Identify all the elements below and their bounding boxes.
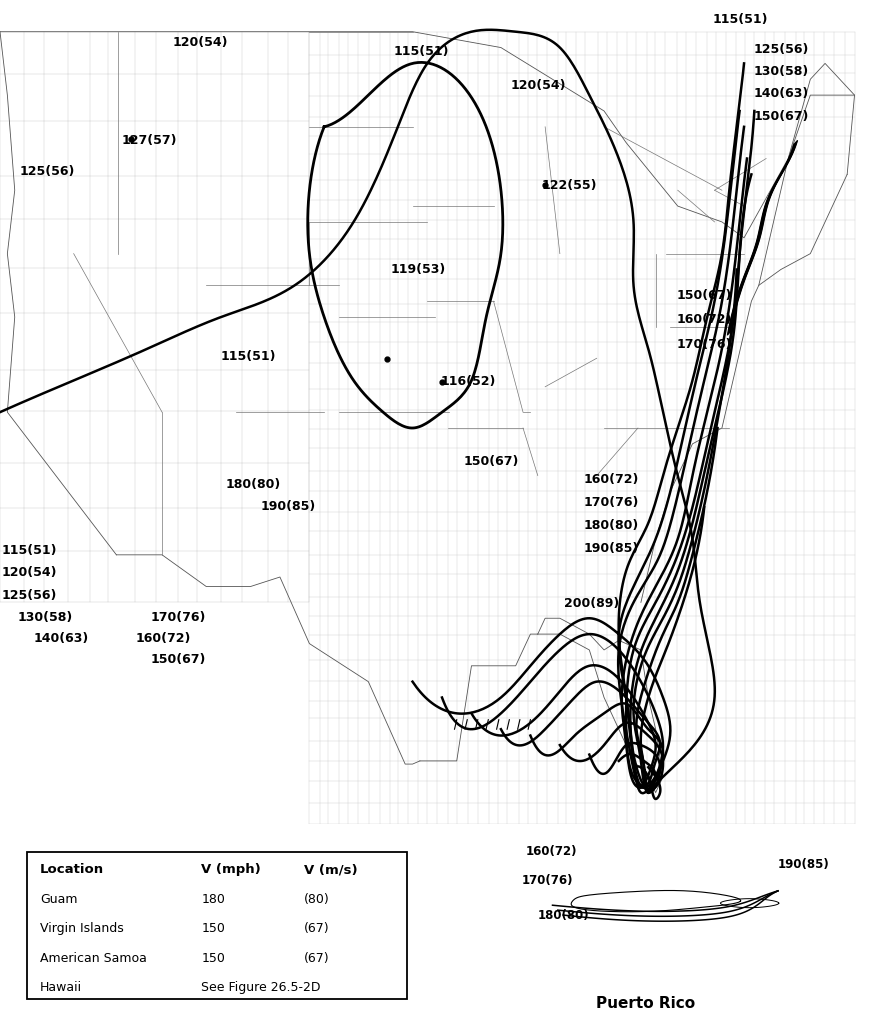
Text: 119(53): 119(53) xyxy=(391,263,446,276)
Text: 150(67): 150(67) xyxy=(150,653,206,666)
Text: 160(72): 160(72) xyxy=(135,633,191,645)
Text: See Figure 26.5-2D: See Figure 26.5-2D xyxy=(202,981,321,994)
Text: V (mph): V (mph) xyxy=(202,863,261,877)
Text: American Samoa: American Samoa xyxy=(40,951,147,965)
Text: 122(55): 122(55) xyxy=(542,179,598,191)
Text: 150(67): 150(67) xyxy=(753,110,809,123)
Text: 190(85): 190(85) xyxy=(261,501,316,513)
Text: Hawaii: Hawaii xyxy=(40,981,82,994)
Text: 180(80): 180(80) xyxy=(225,478,281,492)
Text: 150: 150 xyxy=(202,951,225,965)
Text: 160(72): 160(72) xyxy=(583,473,639,486)
Text: (67): (67) xyxy=(304,951,330,965)
Text: 115(51): 115(51) xyxy=(221,350,277,364)
Text: V (m/s): V (m/s) xyxy=(304,863,358,877)
Text: 200(89): 200(89) xyxy=(564,597,620,610)
Text: 127(57): 127(57) xyxy=(122,134,178,146)
Text: Location: Location xyxy=(40,863,104,877)
Text: Virgin Islands: Virgin Islands xyxy=(40,923,124,935)
Text: 120(54): 120(54) xyxy=(172,37,228,49)
Text: 140(63): 140(63) xyxy=(34,633,89,645)
Text: 160(72): 160(72) xyxy=(676,312,732,326)
Text: 170(76): 170(76) xyxy=(676,338,732,351)
Text: 130(58): 130(58) xyxy=(18,611,73,624)
Text: 150(67): 150(67) xyxy=(676,290,732,302)
Text: 130(58): 130(58) xyxy=(753,66,809,78)
Text: 115(51): 115(51) xyxy=(713,13,768,27)
Text: 125(56): 125(56) xyxy=(19,165,75,178)
Text: 115(51): 115(51) xyxy=(393,45,449,57)
Text: 120(54): 120(54) xyxy=(2,566,57,580)
Text: Guam: Guam xyxy=(40,893,77,905)
Text: 120(54): 120(54) xyxy=(510,79,566,92)
Text: 115(51): 115(51) xyxy=(2,544,57,557)
Text: 180: 180 xyxy=(202,893,225,905)
Text: (67): (67) xyxy=(304,923,330,935)
Text: (80): (80) xyxy=(304,893,330,905)
Text: 116(52): 116(52) xyxy=(440,375,496,388)
Text: 150(67): 150(67) xyxy=(463,455,519,468)
Text: 150: 150 xyxy=(202,923,225,935)
Text: 125(56): 125(56) xyxy=(2,589,57,602)
Text: 125(56): 125(56) xyxy=(753,43,809,56)
Text: 180(80): 180(80) xyxy=(537,909,589,922)
Text: 170(76): 170(76) xyxy=(522,874,573,887)
Text: 160(72): 160(72) xyxy=(526,846,577,858)
Text: Puerto Rico: Puerto Rico xyxy=(596,996,695,1011)
Text: 190(85): 190(85) xyxy=(778,858,830,870)
Text: 190(85): 190(85) xyxy=(583,543,639,555)
Bar xyxy=(27,852,407,999)
Text: 170(76): 170(76) xyxy=(150,611,206,624)
Text: 140(63): 140(63) xyxy=(753,87,809,100)
Text: 180(80): 180(80) xyxy=(583,519,639,532)
Text: 170(76): 170(76) xyxy=(583,497,639,509)
